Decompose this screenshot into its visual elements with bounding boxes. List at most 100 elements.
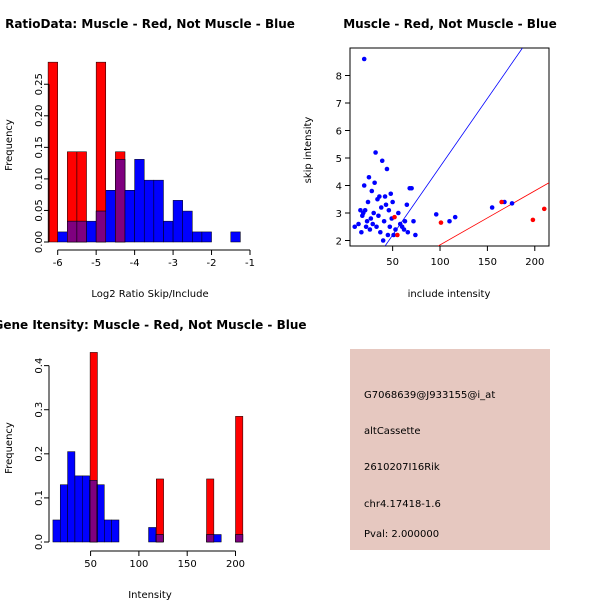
ratio-y-tick-label: 0.05 [34,199,45,221]
gene-intensity-not-muscle-bar [75,476,82,542]
gene-intensity-x-tick-label: 100 [129,559,148,570]
ratio-overlap-bar [77,221,87,242]
info-probe-id: G7068639@J933155@i_at [364,390,495,401]
scatter-not-muscle-point [384,202,389,207]
gene-intensity-x-tick-label: 50 [84,559,97,570]
gene-intensity-muscle-bar [207,479,214,542]
scatter-not-muscle-point [413,233,418,238]
scatter-not-muscle-point [380,158,385,163]
ratio-y-tick-label: 0.15 [34,136,45,158]
scatter-not-muscle-point [364,224,369,229]
gene-intensity-overlap-bar [236,535,243,542]
scatter-points [352,57,546,243]
ratio-x-tick-label: -4 [130,258,140,269]
scatter-not-muscle-point [363,208,368,213]
ratio-histogram-ylabel: Frequency [4,119,15,171]
scatter-not-muscle-point [381,238,386,243]
scatter-not-muscle-point [490,205,495,210]
scatter-not-muscle-point [396,211,401,216]
scatter-y-tick-label: 7 [336,99,342,110]
scatter-x-tick-label: 200 [525,257,544,268]
ratio-x-tick-label: -2 [207,258,217,269]
scatter-y-tick-label: 8 [336,72,342,83]
gene-intensity-ylabel: Frequency [4,422,15,474]
gene-intensity-y-tick-label: 0.3 [34,402,45,418]
scatter-x-tick-label: 150 [478,257,497,268]
scatter-not-muscle-point [366,200,371,205]
gene-intensity-histogram-panel: Gene Itensity: Muscle - Red, Not Muscle … [0,318,307,600]
scatter-y-tick-label: 3 [336,209,342,220]
scatter-not-muscle-point [371,211,376,216]
gene-intensity-bars [53,352,243,542]
gene-intensity-not-muscle-bar [214,535,221,542]
scatter-muscle-point [395,233,400,238]
ratio-overlap-bar [67,221,77,242]
scatter-not-muscle-point [376,213,381,218]
scatter-reference-lines [385,48,549,246]
scatter-not-muscle-point [387,208,392,213]
ratio-x-tick-label: -1 [245,258,255,269]
scatter-not-muscle-point [368,227,373,232]
gene-intensity-y-tick-label: 0.0 [34,534,45,550]
ratio-histogram-panel: RatioData: Muscle - Red, Not Muscle - Bl… [4,17,295,300]
ratio-histogram-bars [48,62,240,242]
ratio-x-tick-label: -5 [91,258,101,269]
scatter-muscle-point [542,207,547,212]
scatter-not-muscle-point [369,189,374,194]
ratio-x-tick-label: -3 [168,258,178,269]
scatter-not-muscle-point [367,175,372,180]
ratio-not-muscle-bar [87,221,97,242]
ratio-not-muscle-bar [58,232,68,242]
scatter-y-tick-label: 2 [336,237,342,248]
scatter-not-muscle-point [510,201,515,206]
ratio-not-muscle-bar [125,190,135,242]
scatter-muscle-point [439,220,444,225]
info-panel: G7068639@J933155@i_at altCassette 261020… [350,349,550,550]
scatter-not-muscle-point [372,180,377,185]
ratio-not-muscle-bar [144,180,154,242]
scatter-red-diagonal-line [438,183,549,246]
ratio-not-muscle-bar [202,232,212,242]
scatter-not-muscle-point [370,222,375,227]
info-event-type: altCassette [364,426,421,437]
scatter-not-muscle-point [369,216,374,221]
scatter-not-muscle-point [388,224,393,229]
scatter-not-muscle-point [390,200,395,205]
scatter-not-muscle-point [405,202,410,207]
scatter-not-muscle-point [406,230,411,235]
ratio-muscle-bar [48,62,58,242]
scatter-not-muscle-point [385,167,390,172]
scatter-not-muscle-point [359,230,364,235]
scatter-not-muscle-point [374,224,379,229]
gene-intensity-overlap-bar [90,480,97,542]
scatter-not-muscle-point [362,183,367,188]
ratio-histogram-title: RatioData: Muscle - Red, Not Muscle - Bl… [5,17,295,31]
ratio-not-muscle-bar [106,190,116,242]
scatter-muscle-point [499,200,504,205]
gene-intensity-muscle-bar [236,416,243,542]
gene-intensity-not-muscle-bar [149,527,156,542]
scatter-y-tick-label: 5 [336,154,342,165]
intensity-scatter-panel: Muscle - Red, Not Muscle - Blue include … [303,17,557,300]
ratio-not-muscle-bar [154,180,164,242]
gene-intensity-y-tick-label: 0.2 [34,446,45,462]
gene-intensity-not-muscle-bar [53,520,60,542]
scatter-not-muscle-point [403,219,408,224]
ratio-y-tick-label: 0.00 [34,231,45,253]
gene-intensity-not-muscle-bar [97,485,104,542]
scatter-not-muscle-point [411,219,416,224]
scatter-muscle-point [392,215,397,220]
gene-intensity-x-tick-label: 150 [178,559,197,570]
gene-intensity-muscle-bar [156,479,163,542]
gene-intensity-x-tick-label: 200 [226,559,245,570]
ratio-y-tick-label: 0.20 [34,105,45,127]
gene-intensity-overlap-bar [156,535,163,542]
gene-intensity-y-tick-label: 0.4 [34,358,45,374]
scatter-not-muscle-point [393,227,398,232]
gene-intensity-y-tick-label: 0.1 [34,490,45,506]
scatter-not-muscle-point [434,212,439,217]
ratio-not-muscle-bar [173,200,183,242]
scatter-not-muscle-point [373,150,378,155]
